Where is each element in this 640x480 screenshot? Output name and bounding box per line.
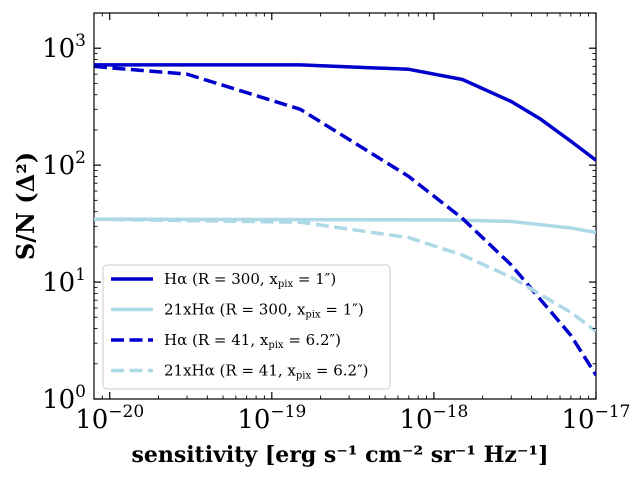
legend-label-2: 21xHα (R = 300, xpix = 1″): [164, 301, 364, 321]
series-line-1: [94, 63, 596, 162]
y-tick-label: 102: [42, 148, 86, 181]
series-line-3: [94, 64, 596, 377]
y-axis-label: S/N (Δ²): [11, 152, 40, 260]
x-tick-label: 10−20: [75, 402, 144, 435]
x-tick-label: 10−19: [237, 402, 306, 435]
legend: Hα (R = 300, xpix = 1″) 21xHα (R = 300, x…: [102, 264, 391, 390]
legend-label-3: Hα (R = 41, xpix = 6.2″): [164, 331, 341, 351]
x-axis-label: sensitivity [erg s⁻¹ cm⁻² sr⁻¹ Hz⁻¹]: [131, 442, 548, 468]
plot-area: [94, 63, 596, 377]
x-tick-label: 10−18: [399, 402, 468, 435]
legend-box: [102, 264, 391, 390]
axis-titles: sensitivity [erg s⁻¹ cm⁻² sr⁻¹ Hz⁻¹] S/N…: [11, 152, 549, 468]
axes-frame: [93, 12, 597, 400]
axes-border: [93, 12, 597, 400]
legend-label-1: Hα (R = 300, xpix = 1″): [164, 270, 336, 290]
series-line-4: [94, 217, 596, 333]
y-tick-label: 101: [42, 265, 86, 298]
y-tick-label: 103: [42, 31, 86, 64]
x-tick-label: 10−17: [562, 402, 631, 435]
ticks: 10−20 10−19 10−18 10−17 100 101 102 103: [42, 13, 630, 435]
y-tick-label: 100: [42, 382, 86, 415]
legend-label-4: 21xHα (R = 41, xpix = 6.2″): [164, 362, 369, 382]
